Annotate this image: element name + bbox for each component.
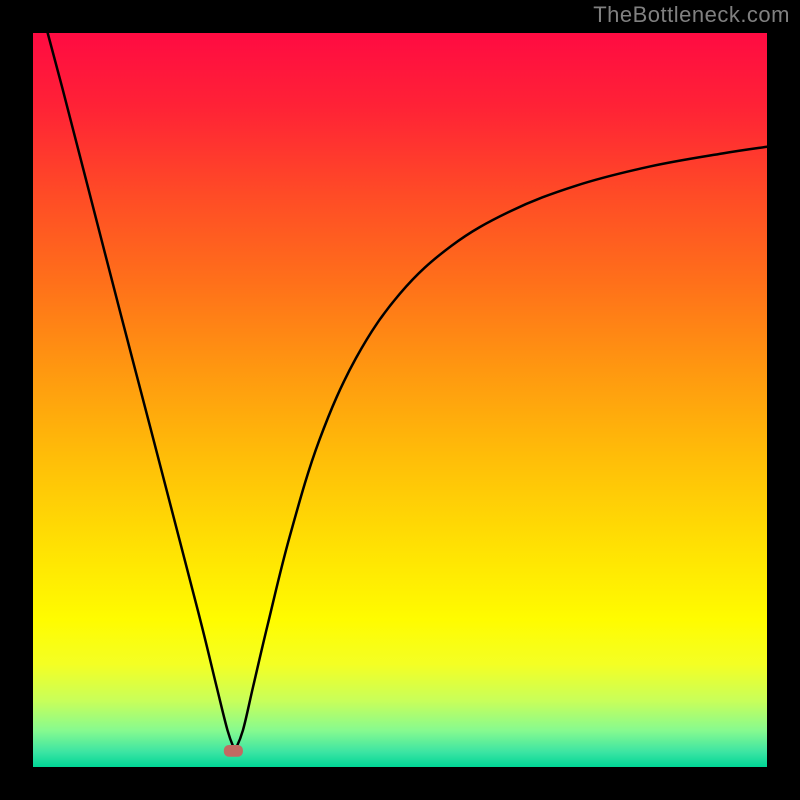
vertex-marker [224,745,243,757]
watermark-text: TheBottleneck.com [593,2,790,28]
bottleneck-chart [0,0,800,800]
chart-root: TheBottleneck.com [0,0,800,800]
